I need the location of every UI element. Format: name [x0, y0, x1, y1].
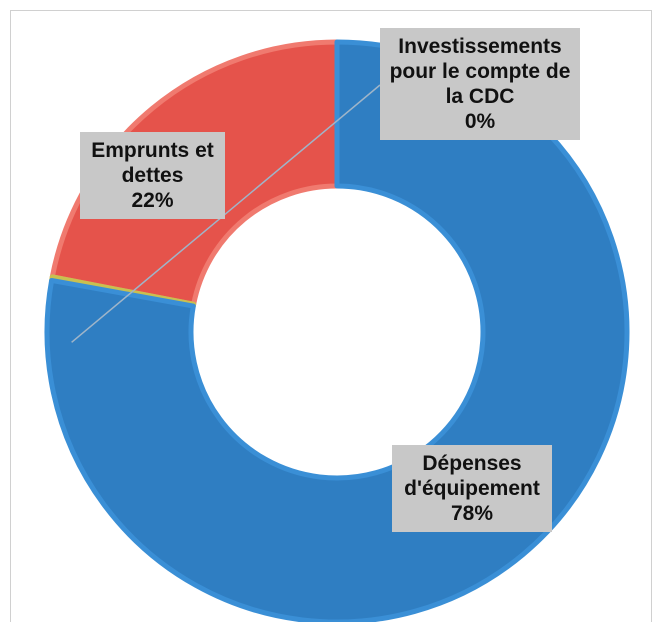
- data-label-investissements: Investissements pour le compte de la CDC…: [380, 28, 580, 140]
- data-label-depenses: Dépenses d'équipement 78%: [392, 445, 552, 532]
- leader-line: [71, 84, 381, 343]
- data-label-emprunts: Emprunts et dettes 22%: [80, 132, 225, 219]
